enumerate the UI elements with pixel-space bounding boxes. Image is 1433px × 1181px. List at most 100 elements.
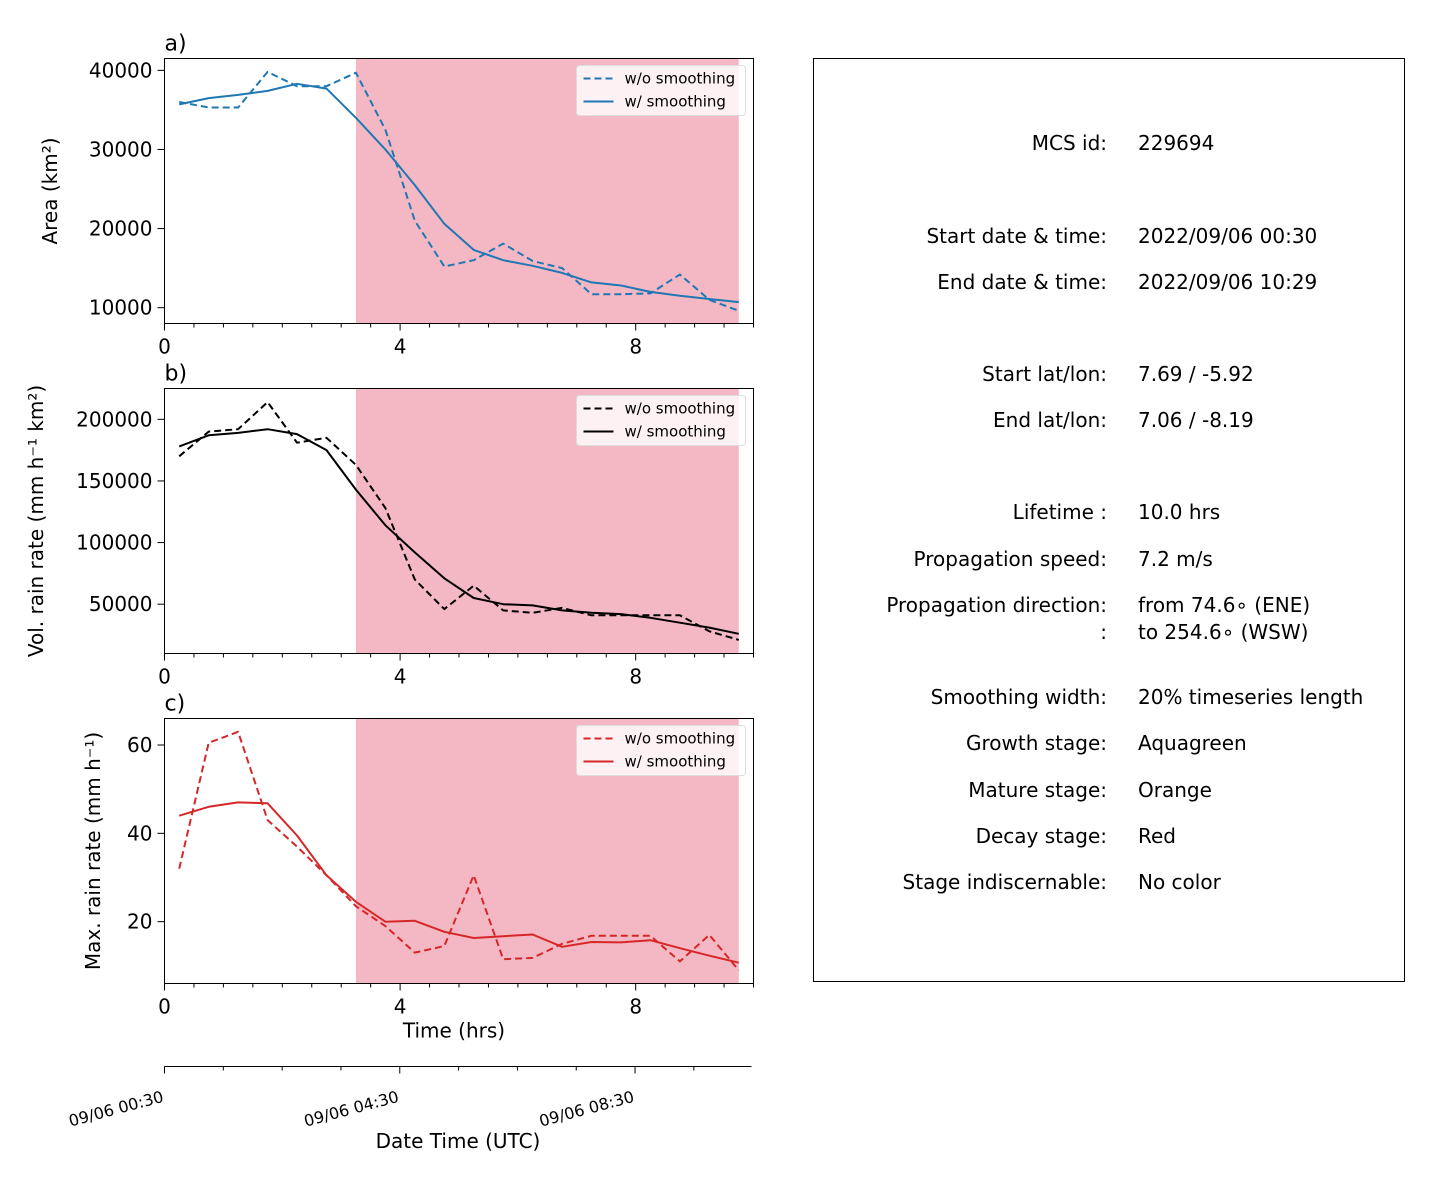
x-tick-label: 8 (629, 665, 642, 689)
panel-b: 0 4 8 50000 100000 150000 200000 b) Vol. rain ra… (24, 362, 754, 689)
x-tick-label: 8 (629, 335, 642, 359)
info-value: Red (1138, 824, 1176, 848)
panel-label: c) (165, 692, 186, 717)
date-tick-label: 09/06 08:30 (537, 1087, 636, 1131)
info-value: 7.2 m/s (1138, 547, 1213, 571)
series-line-without-smoothing (179, 70, 740, 312)
info-row: Propagation speed: 7.2 m/s (914, 547, 1213, 571)
legend: w/o smoothing w/ smoothing (576, 725, 746, 776)
x-tick-label: 4 (394, 995, 407, 1019)
info-value: 20% timeseries length (1138, 685, 1363, 709)
info-key: End date & time: (937, 270, 1107, 294)
y-tick-label: 10000 (89, 296, 153, 320)
info-value: 7.06 / -8.19 (1138, 408, 1254, 432)
chart-panels: 0 4 8 10000 20000 30000 40000 a) Area (km²) w/o s… (24, 32, 754, 1043)
y-tick-label: 20000 (89, 217, 153, 241)
x-tick-label: 0 (158, 995, 171, 1019)
info-key: Start date & time: (926, 224, 1107, 248)
panel-label: a) (165, 32, 187, 57)
series-line-with-smoothing (178, 428, 740, 635)
info-key: Decay stage: (976, 824, 1107, 848)
info-value: 2022/09/06 00:30 (1138, 224, 1317, 248)
x-tick-label: 4 (394, 335, 407, 359)
info-key: Propagation speed: (914, 547, 1107, 571)
series-line-without-smoothing (178, 730, 740, 971)
series-line-without-smoothing (178, 401, 740, 641)
legend-box (576, 65, 746, 116)
info-row: End date & time: 2022/09/06 10:29 (937, 270, 1317, 294)
info-row: Decay stage: Red (976, 824, 1176, 848)
y-tick-label: 150000 (76, 469, 152, 493)
info-row: Growth stage: Aquagreen (966, 731, 1247, 755)
mcs-info-panel: MCS id: 229694 Start date & time: 2022/09/0… (813, 58, 1405, 982)
info-row: Start lat/lon: 7.69 / -5.92 (982, 362, 1254, 386)
info-key: Start lat/lon: (982, 362, 1107, 386)
y-tick-label: 40 (127, 821, 152, 845)
info-key: : (1100, 620, 1107, 644)
legend-entry: w/o smoothing (625, 730, 736, 748)
info-row: Stage indiscernable: No color (903, 870, 1222, 894)
legend-entry: w/ smoothing (625, 753, 726, 771)
info-value: No color (1138, 870, 1222, 894)
series-line-with-smoothing (178, 801, 740, 964)
info-key: Stage indiscernable: (903, 870, 1107, 894)
y-tick-label: 200000 (76, 407, 152, 431)
info-value: from 74.6∘ (ENE) (1138, 593, 1310, 617)
legend-entry: w/ smoothing (625, 423, 726, 441)
legend-box (576, 395, 746, 446)
panel-a: 0 4 8 10000 20000 30000 40000 a) Area (km²) w/o s… (38, 32, 754, 359)
y-tick-label: 20 (127, 910, 152, 934)
series-line-with-smoothing (178, 82, 739, 304)
info-key: End lat/lon: (993, 408, 1107, 432)
legend: w/o smoothing w/ smoothing (576, 395, 746, 446)
x-tick-label: 0 (158, 335, 171, 359)
info-row: Start date & time: 2022/09/06 00:30 (926, 224, 1317, 248)
legend-entry: w/o smoothing (625, 70, 736, 88)
y-tick-label: 100000 (76, 531, 152, 555)
y-tick-label: 40000 (89, 58, 153, 82)
info-value: 7.69 / -5.92 (1138, 362, 1254, 386)
legend-box (576, 725, 746, 776)
info-key: Growth stage: (966, 731, 1107, 755)
info-value: 10.0 hrs (1138, 500, 1220, 524)
y-axis-label: Area (km²) (38, 137, 62, 244)
x-tick-label: 0 (158, 665, 171, 689)
info-key: Propagation direction: (886, 593, 1107, 617)
x-tick-label: 8 (629, 995, 642, 1019)
date-tick-label: 09/06 04:30 (302, 1087, 401, 1131)
info-rows: MCS id: 229694 Start date & time: 2022/09/0… (886, 131, 1363, 894)
info-row: MCS id: 229694 (1032, 131, 1215, 155)
y-tick-label: 30000 (89, 137, 153, 161)
info-value: 229694 (1138, 131, 1214, 155)
y-axis-label: Vol. rain rate (mm h⁻¹ km²) (24, 385, 48, 657)
info-row: Smoothing width: 20% timeseries length (931, 685, 1364, 709)
date-axis-label: Date Time (UTC) (376, 1129, 541, 1153)
y-axis-label: Max. rain rate (mm h⁻¹) (81, 732, 105, 970)
info-value: Aquagreen (1138, 731, 1247, 755)
panel-c: 0 4 8 20 40 60 c) Max. rain rate (mm h⁻¹) Time (… (81, 692, 754, 1043)
y-tick-label: 50000 (89, 592, 153, 616)
info-key: Mature stage: (968, 778, 1107, 802)
info-key: MCS id: (1032, 131, 1107, 155)
info-row: Propagation direction: from 74.6∘ (ENE) (886, 593, 1310, 617)
info-row: Lifetime : 10.0 hrs (1013, 500, 1221, 524)
legend-entry: w/ smoothing (625, 93, 726, 111)
info-key: Smoothing width: (931, 685, 1107, 709)
y-tick-label: 60 (127, 733, 152, 757)
legend-entry: w/o smoothing (625, 400, 736, 418)
info-value: Orange (1138, 778, 1212, 802)
panel-label: b) (165, 362, 188, 387)
info-panel-frame (813, 58, 1405, 982)
x-tick-label: 4 (394, 665, 407, 689)
legend: w/o smoothing w/ smoothing (576, 65, 746, 116)
info-row: End lat/lon: 7.06 / -8.19 (993, 408, 1254, 432)
x-axis-label: Time (hrs) (402, 1019, 505, 1043)
info-key: Lifetime : (1013, 500, 1107, 524)
info-row: Mature stage: Orange (968, 778, 1212, 802)
info-value: to 254.6∘ (WSW) (1138, 620, 1308, 644)
date-tick-label: 09/06 00:30 (67, 1087, 166, 1131)
info-value: 2022/09/06 10:29 (1138, 270, 1317, 294)
info-row: : to 254.6∘ (WSW) (1100, 620, 1308, 644)
